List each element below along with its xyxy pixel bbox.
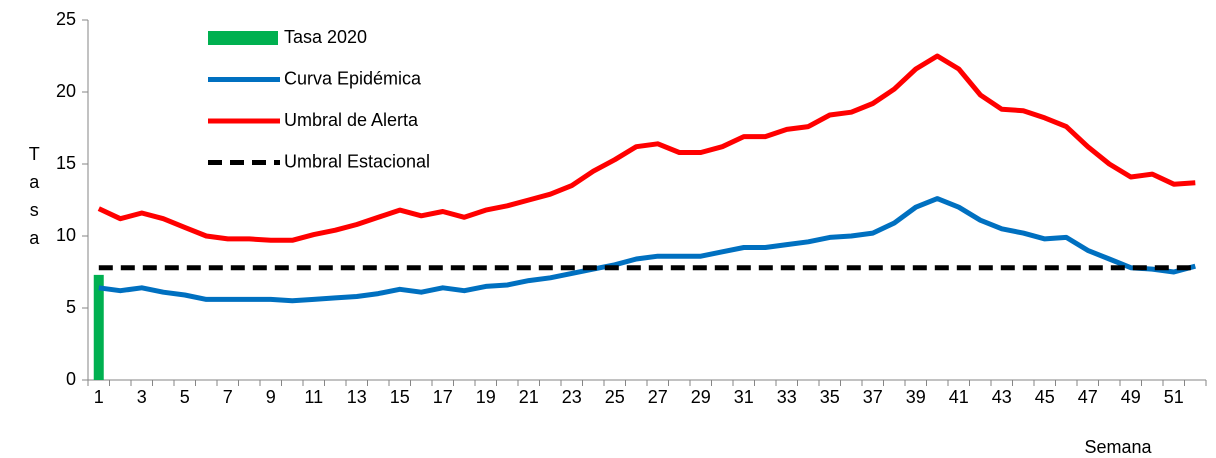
x-tick-label: 7	[223, 387, 233, 407]
legend-label: Curva Epidémica	[284, 68, 422, 88]
y-tick-label: 15	[56, 153, 76, 173]
legend-label: Tasa 2020	[284, 27, 367, 47]
x-tick-label: 35	[820, 387, 840, 407]
y-tick-label: 0	[66, 369, 76, 389]
legend-label: Umbral de Alerta	[284, 110, 419, 130]
x-tick-label: 33	[777, 387, 797, 407]
legend-swatch	[208, 31, 278, 45]
line-series	[97, 53, 1196, 243]
x-tick-label: 43	[992, 387, 1012, 407]
y-tick-label: 20	[56, 81, 76, 101]
x-tick-label: 29	[691, 387, 711, 407]
x-axis-label: Semana	[1084, 437, 1152, 457]
x-tick-label: 21	[519, 387, 539, 407]
x-tick-label: 5	[180, 387, 190, 407]
x-tick-label: 11	[304, 387, 323, 407]
x-tick-label: 27	[648, 387, 668, 407]
x-tick-label: 49	[1121, 387, 1141, 407]
x-tick-label: 9	[266, 387, 276, 407]
y-tick-label: 10	[56, 225, 76, 245]
x-tick-label: 15	[390, 387, 410, 407]
x-tick-label: 3	[137, 387, 147, 407]
x-tick-label: 17	[433, 387, 453, 407]
x-tick-label: 19	[476, 387, 496, 407]
x-tick-label: 39	[906, 387, 926, 407]
y-axis-label: Tasa	[24, 144, 44, 256]
x-tick-label: 41	[949, 387, 969, 407]
line-series	[98, 196, 1196, 304]
x-tick-label: 23	[562, 387, 582, 407]
x-tick-label: 47	[1078, 387, 1098, 407]
x-tick-label: 45	[1035, 387, 1055, 407]
x-tick-label: 13	[347, 387, 367, 407]
y-tick-label: 5	[66, 297, 76, 317]
x-tick-label: 37	[863, 387, 883, 407]
x-tick-label: 25	[605, 387, 625, 407]
x-tick-label: 1	[94, 387, 104, 407]
x-tick-label: 31	[734, 387, 754, 407]
bar	[93, 274, 104, 380]
x-tick-label: 51	[1164, 387, 1184, 407]
y-tick-label: 25	[56, 9, 76, 29]
legend-label: Umbral Estacional	[284, 151, 430, 171]
